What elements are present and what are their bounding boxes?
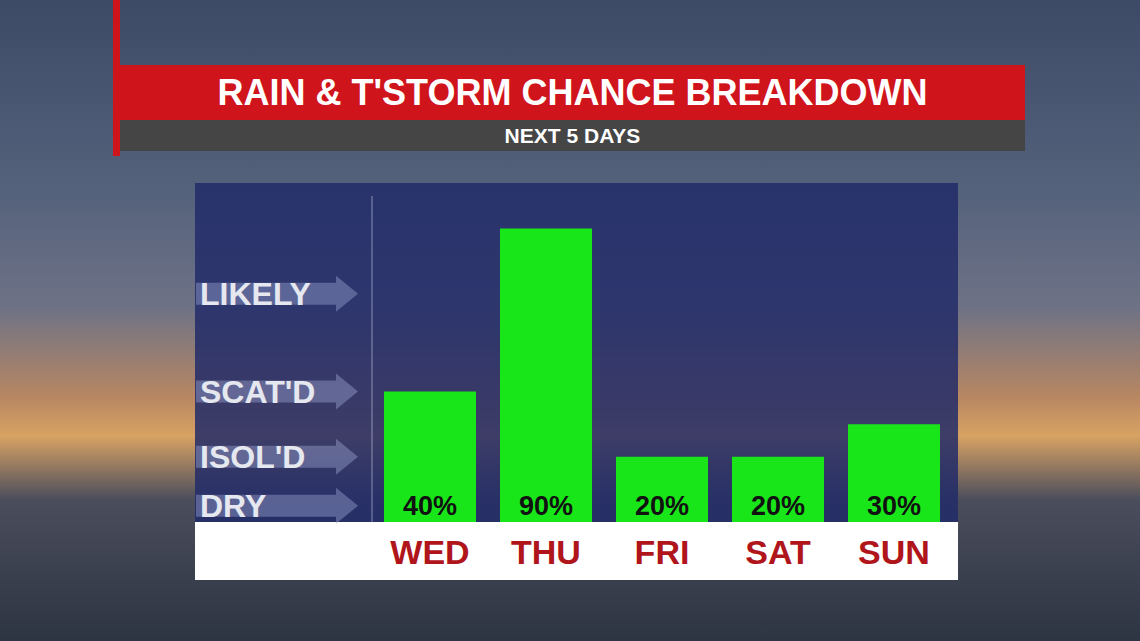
svg-text:90%: 90% bbox=[519, 491, 573, 521]
svg-text:30%: 30% bbox=[867, 491, 921, 521]
svg-text:20%: 20% bbox=[751, 491, 805, 521]
svg-text:ISOL'D: ISOL'D bbox=[200, 439, 305, 475]
svg-text:THU: THU bbox=[511, 533, 581, 571]
svg-text:40%: 40% bbox=[403, 491, 457, 521]
svg-text:SCAT'D: SCAT'D bbox=[200, 374, 315, 410]
svg-text:20%: 20% bbox=[635, 491, 689, 521]
svg-text:WED: WED bbox=[390, 533, 469, 571]
svg-text:SUN: SUN bbox=[858, 533, 930, 571]
svg-text:DRY: DRY bbox=[200, 488, 266, 524]
svg-text:SAT: SAT bbox=[745, 533, 811, 571]
html-text:RAIN & T'STORM CHANCE BREAKDOW: RAIN & T'STORM CHANCE BREAKDOWN bbox=[217, 71, 928, 113]
svg-text:LIKELY: LIKELY bbox=[200, 276, 311, 312]
html-text:NEXT 5 DAYS: NEXT 5 DAYS bbox=[504, 123, 641, 147]
svg-text:FRI: FRI bbox=[635, 533, 690, 571]
